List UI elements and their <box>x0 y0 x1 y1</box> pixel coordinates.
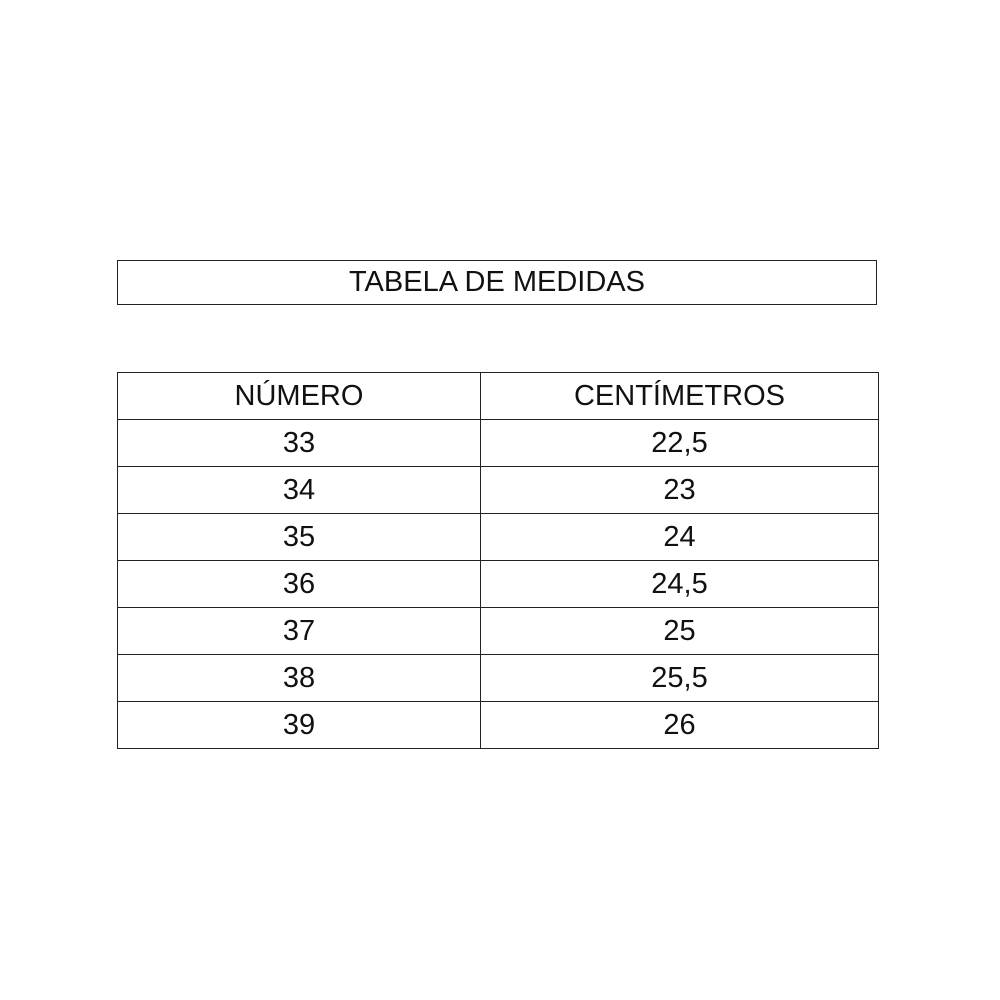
table-row: 39 26 <box>117 701 879 749</box>
header-numero: NÚMERO <box>117 372 481 420</box>
size-number-cell: 37 <box>117 607 481 655</box>
size-number-cell: 35 <box>117 513 481 561</box>
table-row: 36 24,5 <box>117 560 879 608</box>
size-number-cell: 33 <box>117 419 481 467</box>
centimeters-cell: 24 <box>480 513 879 561</box>
size-number-cell: 34 <box>117 466 481 514</box>
table-row: 37 25 <box>117 607 879 655</box>
size-table: NÚMERO CENTÍMETROS 33 22,5 34 23 35 24 36 24,5 3… <box>117 372 879 749</box>
centimeters-cell: 25 <box>480 607 879 655</box>
size-number-cell: 39 <box>117 701 481 749</box>
table-title: TABELA DE MEDIDAS <box>117 260 877 305</box>
table-row: 38 25,5 <box>117 654 879 702</box>
table-row: 35 24 <box>117 513 879 561</box>
size-number-cell: 38 <box>117 654 481 702</box>
centimeters-cell: 22,5 <box>480 419 879 467</box>
centimeters-cell: 26 <box>480 701 879 749</box>
table-row: 34 23 <box>117 466 879 514</box>
centimeters-cell: 25,5 <box>480 654 879 702</box>
header-row: NÚMERO CENTÍMETROS <box>117 372 879 420</box>
size-number-cell: 36 <box>117 560 481 608</box>
header-centimetros: CENTÍMETROS <box>480 372 879 420</box>
centimeters-cell: 23 <box>480 466 879 514</box>
table-row: 33 22,5 <box>117 419 879 467</box>
centimeters-cell: 24,5 <box>480 560 879 608</box>
